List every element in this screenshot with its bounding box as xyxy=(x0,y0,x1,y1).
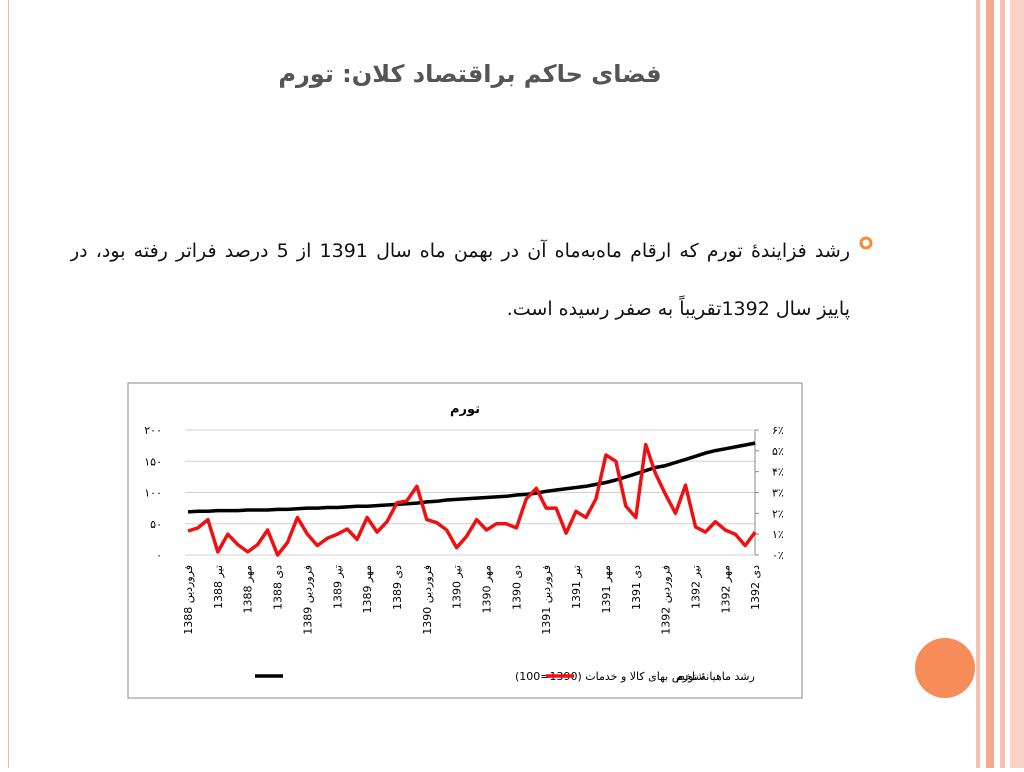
x-tick-label: دی 1390 xyxy=(510,565,523,610)
stripe xyxy=(976,0,980,768)
y2-tick-label: ۰٪ xyxy=(772,549,784,562)
y-tick-label: ۱۵۰ xyxy=(144,455,162,468)
x-tick-label: دی 1392 xyxy=(749,565,762,610)
y-tick-label: ۰ xyxy=(156,549,162,562)
slide-title: فضای حاکم براقتصاد کلان: تورم xyxy=(278,60,661,88)
legend-label: شاخص بهای کالا و خدمات (1390=100) xyxy=(515,670,705,683)
x-tick-label: تیر 1388 xyxy=(212,565,225,609)
x-tick-label: مهر 1388 xyxy=(242,565,255,614)
y2-tick-label: ۲٪ xyxy=(772,507,784,520)
x-tick-label: دی 1389 xyxy=(391,565,404,610)
border xyxy=(8,0,9,768)
x-tick-label: مهر 1391 xyxy=(600,565,613,614)
y2-tick-label: ۱٪ xyxy=(772,528,784,541)
stripe xyxy=(1000,0,1005,768)
y2-tick-label: ۳٪ xyxy=(772,487,784,500)
stripe xyxy=(1010,0,1024,768)
chart-title: تورم xyxy=(450,402,480,417)
series-line xyxy=(187,441,756,514)
y-tick-label: ۱۰۰ xyxy=(144,487,162,500)
y2-tick-label: ۶٪ xyxy=(772,424,784,437)
x-tick-label: تیر 1391 xyxy=(570,565,583,609)
x-tick-label: فروردین 1390 xyxy=(421,565,434,635)
y2-tick-label: ۴٪ xyxy=(772,466,784,479)
x-tick-label: تیر 1392 xyxy=(689,565,702,609)
x-tick-label: مهر 1392 xyxy=(719,565,732,614)
bullet-text: رشد فزایندهٔ تورم که ارقام ماه‌به‌ماه آن… xyxy=(70,240,850,320)
series-line xyxy=(187,442,757,557)
x-tick-label: دی 1391 xyxy=(630,565,643,610)
x-tick-label: مهر 1390 xyxy=(481,565,494,614)
x-tick-label: مهر 1389 xyxy=(361,565,374,614)
x-tick-label: تیر 1390 xyxy=(451,565,464,609)
bullet-box: رشد فزایندهٔ تورم که ارقام ماه‌به‌ماه آن… xyxy=(70,240,850,320)
decor-circle xyxy=(915,638,975,698)
y2-tick-label: ۵٪ xyxy=(772,445,784,458)
x-tick-label: فروردین 1388 xyxy=(182,565,195,635)
x-tick-label: دی 1388 xyxy=(272,565,285,610)
x-tick-label: فروردین 1391 xyxy=(540,565,553,635)
x-tick-label: فروردین 1389 xyxy=(301,565,314,635)
x-tick-label: تیر 1389 xyxy=(331,565,344,609)
bullet-dot xyxy=(859,236,873,250)
y-tick-label: ۵۰ xyxy=(150,518,162,531)
y-tick-label: ۲۰۰ xyxy=(144,424,162,437)
x-tick-label: فروردین 1392 xyxy=(660,565,673,635)
stripe xyxy=(986,0,994,768)
legend-label: رشد ماهیانهٔ تورم xyxy=(676,670,755,683)
